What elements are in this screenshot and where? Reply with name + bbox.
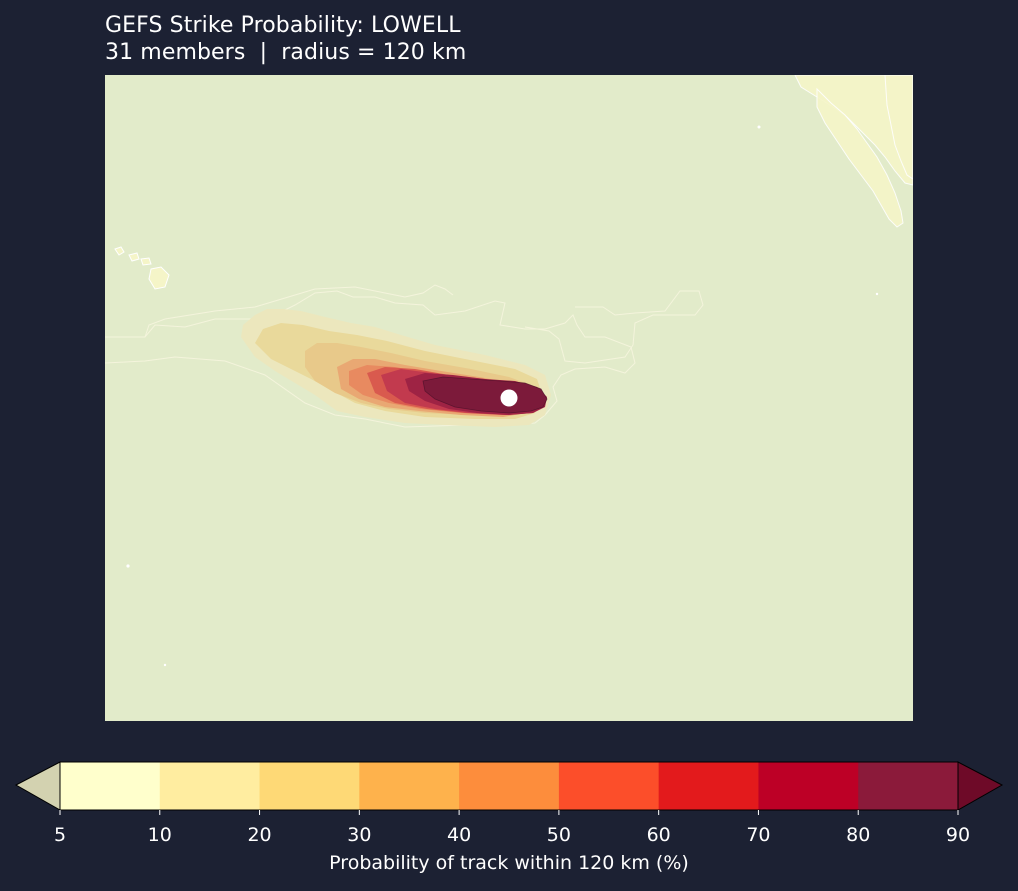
land-mainland-mexico bbox=[884, 75, 913, 180]
colorbar-swatch bbox=[558, 762, 660, 810]
island-maui bbox=[140, 257, 152, 266]
island-oahu bbox=[128, 252, 140, 262]
colorbar-extend-under bbox=[16, 762, 60, 810]
storm-position-marker[interactable] bbox=[500, 389, 518, 407]
contour-90-percent bbox=[423, 377, 547, 413]
contour-90-percent-outline bbox=[422, 376, 548, 414]
island-dot bbox=[875, 292, 879, 296]
colorbar-swatches bbox=[60, 762, 959, 810]
map-canvas bbox=[105, 75, 913, 721]
island-dot bbox=[126, 564, 130, 568]
contour-5-percent-north bbox=[524, 290, 704, 364]
map-panel[interactable] bbox=[105, 75, 913, 721]
colorbar-swatch bbox=[159, 762, 261, 810]
colorbar-tick-label: 40 bbox=[447, 824, 471, 846]
contour-5-percent-west bbox=[144, 284, 454, 338]
colorbar-tick-label: 20 bbox=[247, 824, 271, 846]
colorbar-ticks: 5 10 20 30 40 50 60 70 80 90 bbox=[54, 810, 970, 846]
colorbar-swatch bbox=[658, 762, 759, 810]
contour-5-percent bbox=[105, 290, 636, 428]
colorbar-tick-label: 90 bbox=[946, 824, 970, 846]
colorbar: 5 10 20 30 40 50 60 70 80 90 bbox=[14, 761, 1004, 846]
colorbar-tick-label: 50 bbox=[547, 824, 571, 846]
colorbar-tick-label: 60 bbox=[647, 824, 671, 846]
colorbar-swatch bbox=[459, 762, 560, 810]
land-baja-peninsula bbox=[816, 87, 904, 228]
colorbar-tick-label: 80 bbox=[846, 824, 870, 846]
colorbar-tick-label: 70 bbox=[746, 824, 770, 846]
map-subtitle: 31 members | radius = 120 km bbox=[105, 40, 467, 65]
colorbar-swatch bbox=[259, 762, 360, 810]
colorbar-tick-label: 5 bbox=[54, 824, 66, 846]
colorbar-over-frame bbox=[957, 761, 1004, 811]
colorbar-swatch bbox=[60, 762, 161, 810]
island-kauai bbox=[114, 246, 125, 256]
colorbar-swatch bbox=[758, 762, 859, 810]
colorbar-tick-label: 30 bbox=[347, 824, 371, 846]
island-dot bbox=[757, 125, 761, 129]
title-block: GEFS Strike Probability: LOWELL 31 membe… bbox=[105, 12, 466, 66]
colorbar-swatch bbox=[858, 762, 959, 810]
map-title: GEFS Strike Probability: LOWELL bbox=[105, 13, 461, 38]
colorbar-extend-over bbox=[958, 762, 1002, 810]
colorbar-tick-label: 10 bbox=[148, 824, 172, 846]
colorbar-label: Probability of track within 120 km (%) bbox=[329, 852, 689, 874]
colorbar-under-frame bbox=[14, 761, 61, 811]
island-dot bbox=[163, 663, 167, 667]
colorbar-swatch bbox=[359, 762, 460, 810]
island-hawaii bbox=[148, 266, 170, 290]
